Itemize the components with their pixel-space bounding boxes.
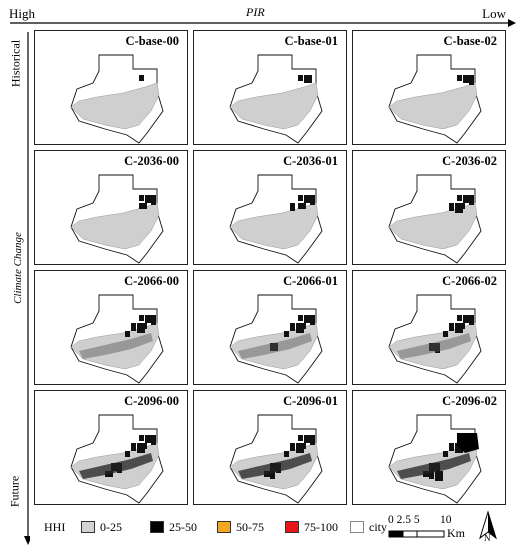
scale-ticks-label: 0 2.5 5 <box>388 514 420 526</box>
map-panel: C-2066-00 <box>34 270 188 385</box>
map-panel: C-base-00 <box>34 30 188 145</box>
map-panel: C-2096-01 <box>193 390 347 505</box>
map-image <box>388 174 482 264</box>
panel-title: C-2096-01 <box>283 394 338 408</box>
legend-swatch <box>285 521 299 533</box>
legend-swatch <box>150 521 164 533</box>
map-image <box>229 414 323 504</box>
map-image <box>70 294 164 384</box>
legend-swatch <box>217 521 231 533</box>
panel-title: C-base-00 <box>125 34 179 48</box>
map-panel: C-base-02 <box>352 30 506 145</box>
panel-title: C-2036-02 <box>442 154 497 168</box>
scale-ten-label: 10 <box>440 514 452 526</box>
pir-axis-label: PIR <box>246 5 265 19</box>
legend-label: 50-75 <box>236 520 264 534</box>
map-image <box>229 174 323 264</box>
climate-change-label: Climate Change <box>12 232 24 304</box>
scale-unit-label: Km <box>447 526 465 540</box>
map-panel: C-2066-02 <box>352 270 506 385</box>
panel-title: C-2066-02 <box>442 274 497 288</box>
map-panel: C-2036-00 <box>34 150 188 265</box>
pir-low-label: Low <box>482 6 506 21</box>
map-image <box>229 54 323 144</box>
historical-label: Historical <box>8 39 23 88</box>
panel-title: C-base-02 <box>443 34 497 48</box>
panel-title: C-2096-00 <box>124 394 179 408</box>
pir-arrow <box>10 19 516 27</box>
legend-label: 25-50 <box>169 520 197 534</box>
legend-label: 0-25 <box>100 520 122 534</box>
legend-swatch <box>350 521 364 533</box>
map-image <box>70 414 164 504</box>
panel-title: C-base-01 <box>284 34 338 48</box>
map-panel: C-2066-01 <box>193 270 347 385</box>
panel-title: C-2096-02 <box>442 394 497 408</box>
panel-title: C-2066-01 <box>283 274 338 288</box>
map-panel: C-2036-01 <box>193 150 347 265</box>
map-panel: C-2036-02 <box>352 150 506 265</box>
map-image <box>70 174 164 264</box>
scale-bar <box>388 530 445 538</box>
panel-title: C-2066-00 <box>124 274 179 288</box>
map-image <box>70 54 164 144</box>
panel-title: C-2036-00 <box>124 154 179 168</box>
future-label: Future <box>7 475 22 508</box>
legend-title: HHI <box>44 520 66 534</box>
climate-arrow <box>24 32 30 545</box>
pir-high-label: High <box>9 6 35 21</box>
north-label: N <box>484 533 491 543</box>
north-arrow-icon <box>479 510 497 540</box>
map-panel: C-2096-02 <box>352 390 506 505</box>
legend-label: 75-100 <box>304 520 338 534</box>
panel-title: C-2036-01 <box>283 154 338 168</box>
map-panel: C-2096-00 <box>34 390 188 505</box>
map-image <box>388 414 482 504</box>
map-image <box>388 294 482 384</box>
map-image <box>229 294 323 384</box>
map-panel: C-base-01 <box>193 30 347 145</box>
legend-swatch <box>81 521 95 533</box>
map-image <box>388 54 482 144</box>
legend-label: city <box>369 520 387 534</box>
